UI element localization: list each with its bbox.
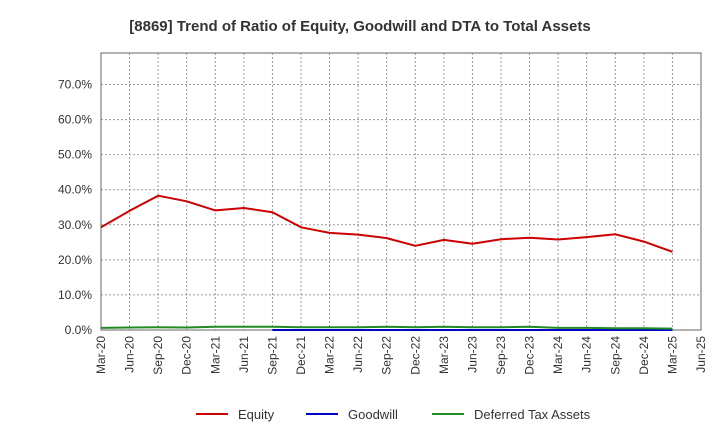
- chart-title: [8869] Trend of Ratio of Equity, Goodwil…: [129, 18, 590, 35]
- series-line-equity: [100, 194, 673, 253]
- x-tick-label: Sep-24: [608, 336, 622, 375]
- x-tick-label: Sep-22: [380, 336, 394, 375]
- x-tick-label: Jun-23: [465, 336, 479, 373]
- y-tick-label: 70.0%: [58, 78, 92, 92]
- axis-layer: 0.0% 10.0% 20.0% 30.0% 40.0% 50.0% 60.0% 70.0% M…: [58, 52, 708, 375]
- y-tick-label: 50.0%: [58, 148, 92, 162]
- y-tick-label: 60.0%: [58, 113, 92, 127]
- x-tick-label: Jun-22: [351, 336, 365, 373]
- x-tick-label: Mar-23: [437, 336, 451, 374]
- plot-frame: [100, 52, 702, 331]
- x-tick-label: Mar-25: [665, 336, 679, 374]
- x-tick-label: Mar-20: [94, 336, 108, 374]
- x-tick-label: Jun-21: [237, 336, 251, 373]
- y-tick-label: 30.0%: [58, 218, 92, 232]
- x-tick-label: Mar-24: [551, 336, 565, 374]
- x-tick-label: Jun-20: [123, 336, 137, 373]
- legend: Equity Goodwill Deferred Tax Assets: [196, 407, 591, 422]
- x-tick-label: Dec-24: [637, 336, 651, 375]
- x-tick-label: Dec-22: [408, 336, 422, 375]
- legend-label-deferred-tax-assets: Deferred Tax Assets: [474, 407, 591, 422]
- series-line-deferred-tax-assets: [100, 325, 673, 330]
- x-tick-label: Jun-25: [694, 336, 708, 373]
- y-tick-label: 0.0%: [65, 323, 93, 337]
- x-tick-label: Mar-21: [208, 336, 222, 374]
- legend-label-equity: Equity: [238, 407, 275, 422]
- x-tick-label: Dec-20: [180, 336, 194, 375]
- x-tick-label: Sep-20: [151, 336, 165, 375]
- x-tick-label: Jun-24: [580, 336, 594, 373]
- x-tick-label: Dec-23: [523, 336, 537, 375]
- grid-layer: [100, 53, 702, 330]
- x-tick-label: Dec-21: [294, 336, 308, 375]
- x-tick-label: Sep-23: [494, 336, 508, 375]
- series-layer: [100, 194, 673, 331]
- y-tick-label: 20.0%: [58, 253, 92, 267]
- legend-label-goodwill: Goodwill: [348, 407, 398, 422]
- y-tick-label: 40.0%: [58, 183, 92, 197]
- x-tick-label: Sep-21: [265, 336, 279, 375]
- y-tick-label: 10.0%: [58, 288, 92, 302]
- x-tick-label: Mar-22: [323, 336, 337, 374]
